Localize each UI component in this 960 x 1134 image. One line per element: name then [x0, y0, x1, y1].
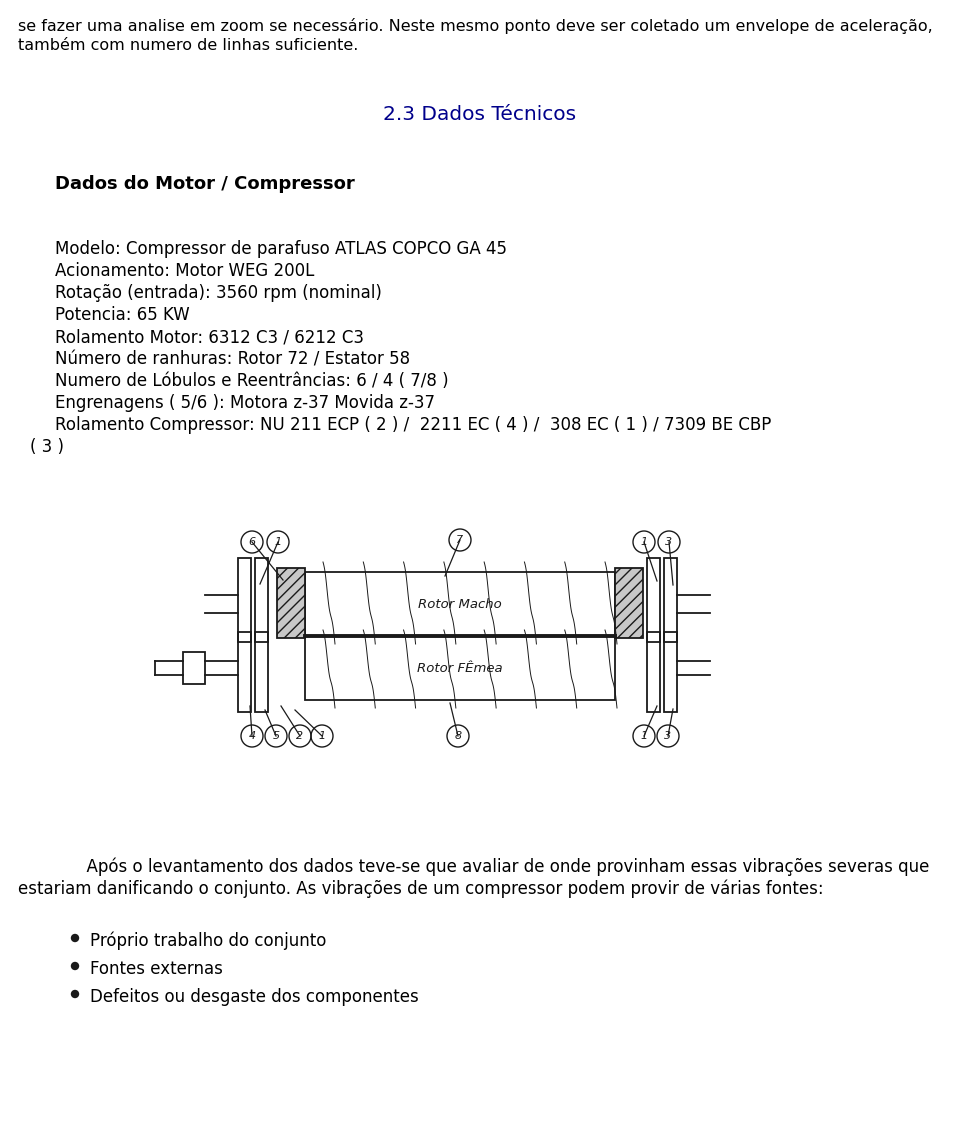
Text: Número de ranhuras: Rotor 72 / Estator 58: Número de ranhuras: Rotor 72 / Estator 5…: [55, 350, 410, 369]
Text: Rotação (entrada): 3560 rpm (nominal): Rotação (entrada): 3560 rpm (nominal): [55, 284, 382, 302]
Text: Engrenagens ( 5/6 ): Motora z-37 Movida z-37: Engrenagens ( 5/6 ): Motora z-37 Movida …: [55, 393, 435, 412]
Text: 4: 4: [249, 731, 255, 741]
Text: estariam danificando o conjunto. As vibrações de um compressor podem provir de v: estariam danificando o conjunto. As vibr…: [18, 880, 824, 898]
Text: 2: 2: [297, 731, 303, 741]
Circle shape: [71, 990, 79, 998]
Text: Numero de Lóbulos e Reentrâncias: 6 / 4 ( 7/8 ): Numero de Lóbulos e Reentrâncias: 6 / 4 …: [55, 372, 448, 390]
Text: 1: 1: [640, 538, 648, 547]
Text: Rotor Macho: Rotor Macho: [419, 598, 502, 610]
Text: 8: 8: [454, 731, 462, 741]
Text: 3: 3: [665, 538, 673, 547]
Text: Dados do Motor / Compressor: Dados do Motor / Compressor: [55, 175, 355, 193]
Text: 3: 3: [664, 731, 672, 741]
Text: Potencia: 65 KW: Potencia: 65 KW: [55, 306, 190, 324]
Text: Fontes externas: Fontes externas: [90, 960, 223, 978]
Polygon shape: [615, 568, 643, 638]
Text: 1: 1: [319, 731, 325, 741]
Circle shape: [71, 963, 79, 970]
Text: Rolamento Compressor: NU 211 ECP ( 2 ) /  2211 EC ( 4 ) /  308 EC ( 1 ) / 7309 B: Rolamento Compressor: NU 211 ECP ( 2 ) /…: [55, 416, 772, 434]
Text: ( 3 ): ( 3 ): [30, 438, 64, 456]
Text: Acionamento: Motor WEG 200L: Acionamento: Motor WEG 200L: [55, 262, 314, 280]
Text: 2.3 Dados Técnicos: 2.3 Dados Técnicos: [383, 105, 577, 124]
Text: Próprio trabalho do conjunto: Próprio trabalho do conjunto: [90, 932, 326, 950]
Text: 5: 5: [273, 731, 279, 741]
Text: Rotor FÊmea: Rotor FÊmea: [418, 661, 503, 675]
Text: se fazer uma analise em zoom se necessário. Neste mesmo ponto deve ser coletado : se fazer uma analise em zoom se necessár…: [18, 18, 933, 34]
Text: 7: 7: [456, 535, 464, 545]
Text: Modelo: Compressor de parafuso ATLAS COPCO GA 45: Modelo: Compressor de parafuso ATLAS COP…: [55, 240, 507, 259]
Text: 6: 6: [249, 538, 255, 547]
Text: 1: 1: [275, 538, 281, 547]
Polygon shape: [277, 568, 305, 638]
Text: 1: 1: [640, 731, 648, 741]
Text: Rolamento Motor: 6312 C3 / 6212 C3: Rolamento Motor: 6312 C3 / 6212 C3: [55, 328, 364, 346]
Text: também com numero de linhas suficiente.: também com numero de linhas suficiente.: [18, 39, 358, 53]
Text: Após o levantamento dos dados teve-se que avaliar de onde provinham essas vibraç: Após o levantamento dos dados teve-se qu…: [55, 858, 929, 877]
Text: Defeitos ou desgaste dos componentes: Defeitos ou desgaste dos componentes: [90, 988, 419, 1006]
Circle shape: [71, 934, 79, 941]
